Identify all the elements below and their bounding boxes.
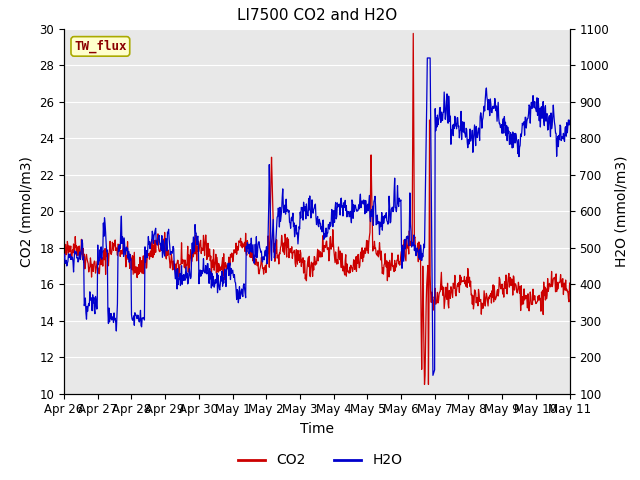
Y-axis label: CO2 (mmol/m3): CO2 (mmol/m3) — [20, 156, 34, 266]
Y-axis label: H2O (mmol/m3): H2O (mmol/m3) — [614, 156, 628, 267]
X-axis label: Time: Time — [300, 422, 334, 436]
Legend: CO2, H2O: CO2, H2O — [232, 448, 408, 473]
Title: LI7500 CO2 and H2O: LI7500 CO2 and H2O — [237, 9, 397, 24]
Text: TW_flux: TW_flux — [74, 40, 127, 53]
